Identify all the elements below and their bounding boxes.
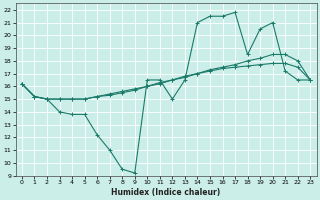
X-axis label: Humidex (Indice chaleur): Humidex (Indice chaleur) [111, 188, 221, 197]
